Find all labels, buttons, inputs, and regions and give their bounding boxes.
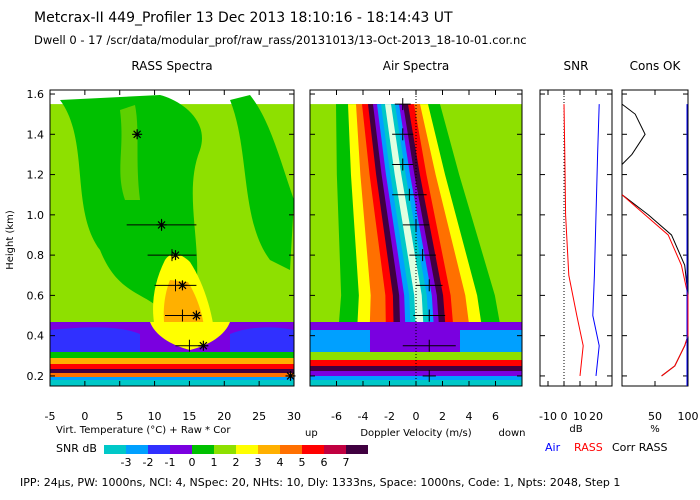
panel-title: Air Spectra bbox=[383, 59, 450, 73]
x-axis-label-down: down bbox=[499, 428, 526, 439]
y-axis-label: Height (km) bbox=[5, 210, 16, 270]
x-tick-label: 4 bbox=[466, 410, 473, 423]
x-tick-label: 10 bbox=[148, 410, 162, 423]
cor-point bbox=[285, 370, 296, 381]
x-tick-label: 15 bbox=[182, 410, 196, 423]
x-tick-label: 25 bbox=[252, 410, 266, 423]
y-tick-label: 1.4 bbox=[27, 128, 45, 141]
page-title: Metcrax-II 449_Profiler 13 Dec 2013 18:1… bbox=[34, 10, 453, 26]
cor-point bbox=[170, 250, 181, 261]
panel-title: RASS Spectra bbox=[131, 59, 212, 73]
colorbar-cell bbox=[280, 445, 302, 454]
x-tick-label: -10 bbox=[539, 410, 557, 423]
colorbar-cell bbox=[258, 445, 280, 454]
x-tick-label: -4 bbox=[358, 410, 369, 423]
legend-entry: Air bbox=[545, 441, 561, 454]
x-axis-label: Virt. Temperature (°C) + Raw * Cor bbox=[56, 425, 231, 436]
panel-title: SNR bbox=[564, 59, 589, 73]
x-tick-label: 20 bbox=[589, 410, 603, 423]
x-tick-label: 0 bbox=[81, 410, 88, 423]
cor-point bbox=[198, 340, 209, 351]
x-axis-label: % bbox=[650, 424, 660, 435]
legend-entry: Corr RASS bbox=[612, 441, 667, 454]
x-tick-label: 10 bbox=[573, 410, 587, 423]
y-tick-label: 0.4 bbox=[27, 330, 45, 343]
colorbar-cell bbox=[126, 445, 148, 454]
colorbar-cell bbox=[170, 445, 192, 454]
y-tick-label: 0.2 bbox=[27, 370, 45, 383]
colorbar-tick: 6 bbox=[321, 456, 328, 469]
snr-line-rass bbox=[563, 104, 584, 376]
colorbar-cell bbox=[236, 445, 258, 454]
colorbar-cell bbox=[214, 445, 236, 454]
x-tick-label: 0 bbox=[413, 410, 420, 423]
y-tick-label: 1.6 bbox=[27, 88, 45, 101]
x-tick-label: 2 bbox=[439, 410, 446, 423]
panel-frame bbox=[49, 89, 295, 387]
rass-spectra-field bbox=[50, 95, 294, 386]
panel-frame bbox=[539, 89, 613, 387]
legend-entry: RASS bbox=[574, 441, 603, 454]
x-tick-label: -2 bbox=[384, 410, 395, 423]
cons-line bbox=[621, 103, 689, 377]
x-axis-label-up: up bbox=[305, 428, 318, 439]
colorbar-tick: 3 bbox=[255, 456, 262, 469]
page-subtitle: Dwell 0 - 17 /scr/data/modular_prof/raw_… bbox=[34, 33, 527, 47]
x-tick-label: 20 bbox=[217, 410, 231, 423]
x-tick-label: 50 bbox=[648, 410, 662, 423]
panel-frame bbox=[621, 89, 689, 387]
x-tick-label: -6 bbox=[331, 410, 342, 423]
y-tick-label: 1.2 bbox=[27, 169, 45, 182]
colorbar-tick: 0 bbox=[189, 456, 196, 469]
air-spectra-field bbox=[310, 104, 522, 386]
snr-line-air bbox=[592, 104, 600, 376]
cor-point bbox=[191, 310, 202, 321]
colorbar-cell bbox=[104, 445, 126, 454]
x-tick-label: 0 bbox=[561, 410, 568, 423]
cor-point bbox=[156, 219, 167, 230]
colorbar-tick: -3 bbox=[121, 456, 132, 469]
x-tick-label: 100 bbox=[678, 410, 699, 423]
colorbar-tick: -2 bbox=[143, 456, 154, 469]
y-tick-label: 1.0 bbox=[27, 209, 45, 222]
x-tick-label: 30 bbox=[287, 410, 301, 423]
x-tick-label: 6 bbox=[492, 410, 499, 423]
x-axis-label: dB bbox=[569, 424, 582, 435]
x-axis-label: Doppler Velocity (m/s) bbox=[360, 428, 471, 439]
y-tick-label: 0.8 bbox=[27, 249, 45, 262]
colorbar-cell bbox=[148, 445, 170, 454]
colorbar-tick: -1 bbox=[165, 456, 176, 469]
colorbar-cell bbox=[346, 445, 368, 454]
x-tick-label: 5 bbox=[116, 410, 123, 423]
colorbar-cell bbox=[192, 445, 214, 454]
cons-line bbox=[621, 194, 689, 377]
cor-point bbox=[177, 280, 188, 291]
footer-parameters: IPP: 24μs, PW: 1000ns, NCI: 4, NSpec: 20… bbox=[20, 476, 621, 489]
cor-point bbox=[132, 129, 143, 140]
colorbar-tick: 5 bbox=[299, 456, 306, 469]
colorbar-tick: 4 bbox=[277, 456, 284, 469]
colorbar-cell bbox=[302, 445, 324, 454]
colorbar-tick: 7 bbox=[343, 456, 350, 469]
x-tick-label: -5 bbox=[45, 410, 56, 423]
panel-title: Cons OK bbox=[630, 59, 682, 73]
colorbar-cell bbox=[324, 445, 346, 454]
colorbar-tick: 2 bbox=[233, 456, 240, 469]
colorbar-tick: 1 bbox=[211, 456, 218, 469]
y-tick-label: 0.6 bbox=[27, 289, 45, 302]
colorbar-label: SNR dB bbox=[56, 442, 97, 455]
